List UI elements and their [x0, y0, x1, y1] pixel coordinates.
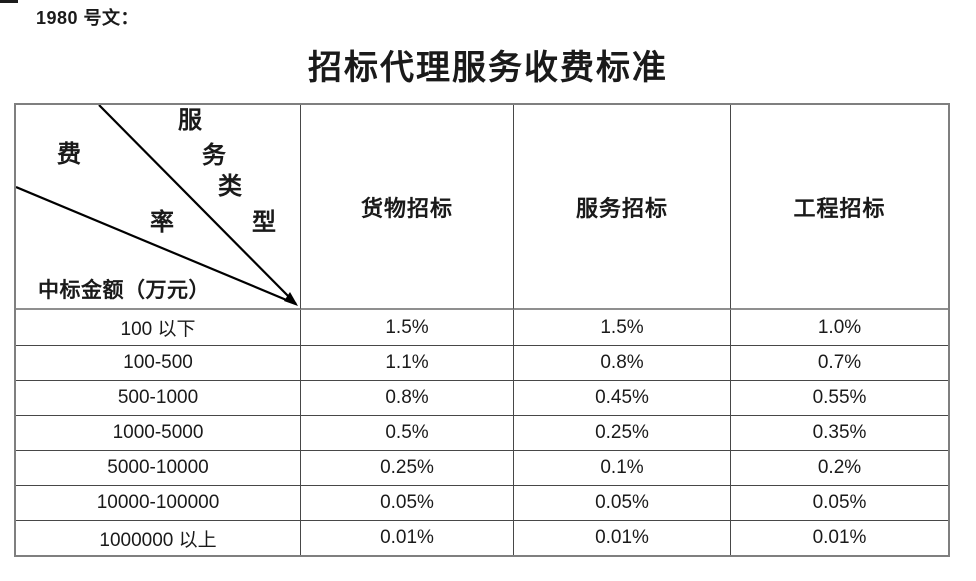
corner-label-fee-rate-char: 率 [150, 210, 174, 236]
rate-cell: 0.7% [730, 345, 948, 380]
rate-cell: 0.01% [513, 520, 730, 555]
rate-cell: 0.8% [300, 380, 513, 415]
arrowhead-icon [284, 292, 298, 306]
rate-cell: 0.35% [730, 415, 948, 450]
scan-artifact [0, 0, 18, 3]
rate-cell: 0.01% [300, 520, 513, 555]
rate-cell: 1.5% [300, 310, 513, 345]
corner-label-bid-amount: 中标金额（万元） [38, 278, 210, 302]
corner-label-service-type-char: 类 [218, 174, 242, 200]
column-header-service-bidding: 服务招标 [513, 105, 730, 310]
column-header-works-bidding: 工程招标 [730, 105, 948, 310]
rate-cell: 0.05% [513, 485, 730, 520]
rate-cell: 0.1% [513, 450, 730, 485]
corner-label-service-type-char: 服 [178, 108, 202, 134]
rate-cell: 0.25% [513, 415, 730, 450]
rate-cell: 0.2% [730, 450, 948, 485]
row-range-label: 500-1000 [16, 380, 300, 415]
row-range-label: 100 以下 [120, 319, 196, 340]
page-title: 招标代理服务收费标准 [308, 50, 668, 87]
rate-cell: 1.1% [300, 345, 513, 380]
rate-cell: 0.05% [300, 485, 513, 520]
corner-label-service-type-char: 型 [252, 210, 276, 236]
rate-cell: 0.5% [300, 415, 513, 450]
corner-label-service-type-char: 务 [202, 143, 226, 169]
document-number-label: 1980 号文： [36, 8, 140, 28]
row-range-label: 1000-5000 [16, 415, 300, 450]
row-range-label: 100-500 [16, 345, 300, 380]
column-header-goods-bidding: 货物招标 [300, 105, 513, 310]
rate-cell: 0.05% [730, 485, 948, 520]
rate-cell: 0.01% [730, 520, 948, 555]
rate-cell: 0.45% [513, 380, 730, 415]
row-range-label: 1000000 以上 [16, 520, 300, 555]
rate-cell: 0.8% [513, 345, 730, 380]
row-range-label: 5000-10000 [16, 450, 300, 485]
rate-cell: 1.0% [730, 310, 948, 345]
table-corner-diagonal-cell: 服 务 类 型 费 率 中标金额（万元） [16, 105, 300, 310]
row-range-label: 10000-100000 [16, 485, 300, 520]
rate-cell: 1.5% [513, 310, 730, 345]
corner-label-fee-rate-char: 费 [57, 142, 81, 168]
rate-cell: 0.55% [730, 380, 948, 415]
fee-standard-table: 服 务 类 型 费 率 中标金额（万元） 货物招标 服务招标 工程招标 100 … [14, 103, 950, 557]
diagonal-divider-lines [16, 105, 298, 306]
rate-cell: 0.25% [300, 450, 513, 485]
